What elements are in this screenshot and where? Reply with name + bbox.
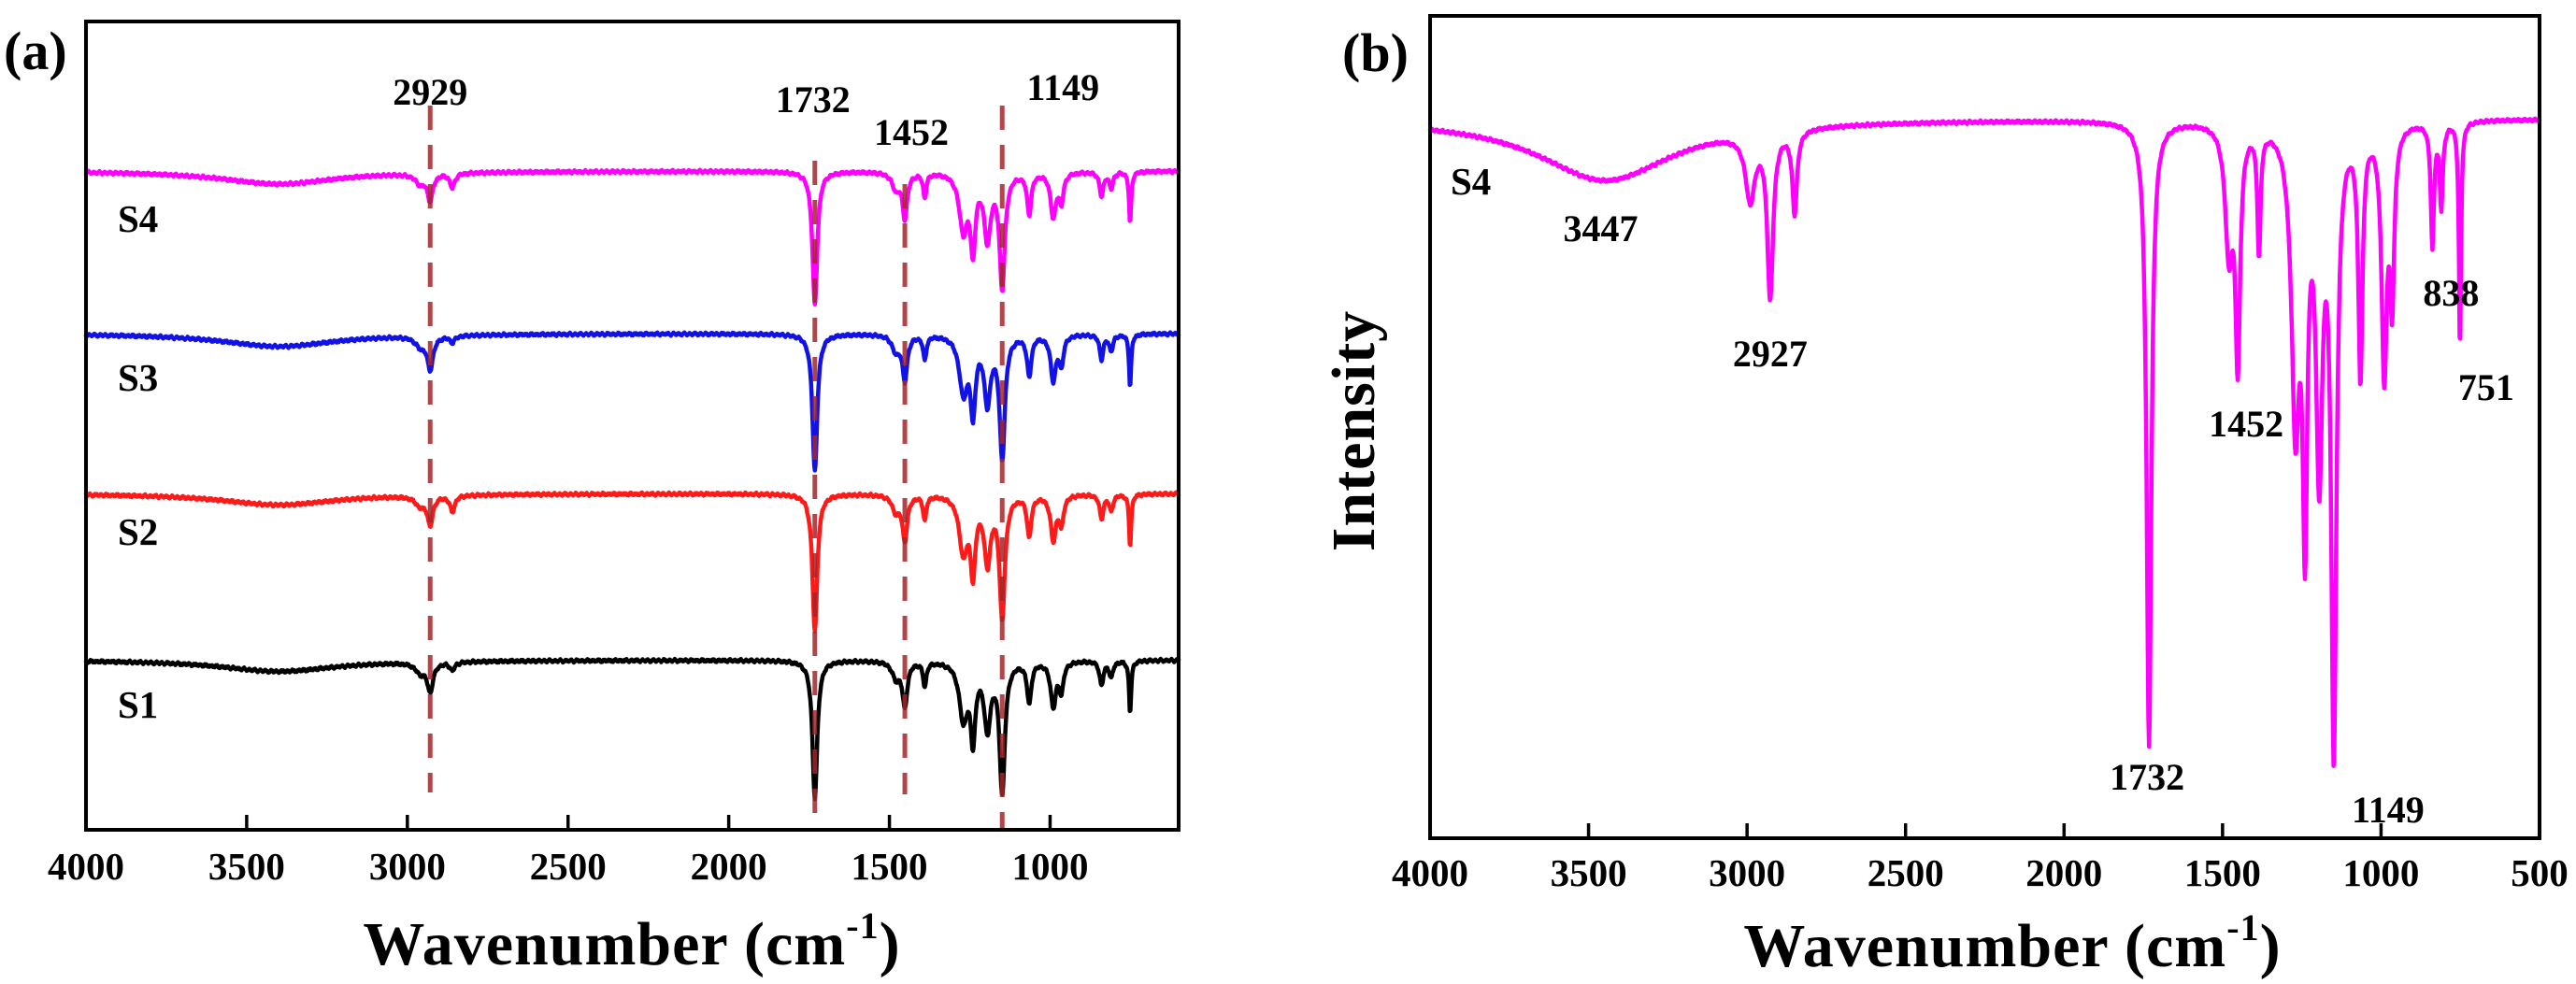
spectrum-line-s4	[1427, 116, 2542, 768]
b-x-axis-title-sup: -1	[2226, 906, 2259, 948]
peak-label-751: 751	[2458, 366, 2514, 408]
reference-label-1149: 1149	[1026, 66, 1099, 108]
x-tick-label-4000: 4000	[48, 845, 124, 888]
x-tick-label-2000: 2000	[2025, 851, 2102, 894]
x-tick-label-3000: 3000	[369, 845, 446, 888]
x-tick-label-1500: 1500	[2184, 851, 2261, 894]
b-x-axis-title-main: Wavenumber (cm	[1743, 912, 2226, 980]
reference-label-1732: 1732	[776, 78, 851, 121]
x-tick-label-2500: 2500	[1868, 851, 1944, 894]
spectrum-line-s2	[83, 490, 1181, 634]
reference-label-1452: 1452	[874, 111, 949, 153]
a-x-axis-title-suffix: )	[880, 910, 901, 978]
panel-a: (a) 4000 3500 3000 2500 2000 1500 1000 S4S3S2S…	[4, 20, 1181, 978]
panel-b: (b) 4000 3500 3000 2500 2000 1500 1000 500 S4 34…	[1320, 14, 2569, 980]
a-series-group	[83, 167, 1181, 802]
b-x-axis-title-suffix: )	[2260, 912, 2282, 980]
x-tick-label-1500: 1500	[852, 845, 928, 888]
a-reference-lines	[427, 106, 1005, 830]
peak-label-1149: 1149	[2352, 789, 2425, 831]
series-label-s1: S1	[118, 683, 158, 726]
x-tick-label-500: 500	[2511, 851, 2569, 894]
a-labels: S4 S3 S2 S1 2929 1732 1452 1149	[118, 66, 1099, 726]
x-tick-label-2000: 2000	[691, 845, 767, 888]
peak-label-838: 838	[2423, 272, 2479, 314]
a-x-axis-title: Wavenumber (cm-1)	[363, 905, 900, 978]
b-x-ticks: 4000 3500 3000 2500 2000 1500 1000 500	[1392, 823, 2569, 894]
spectrum-line-s3	[83, 330, 1181, 473]
x-tick-label-3500: 3500	[1551, 851, 1627, 894]
a-x-axis-title-sup: -1	[846, 905, 879, 947]
x-tick-label-1000: 1000	[1011, 845, 1088, 888]
spectrum-line-s1	[83, 656, 1181, 802]
a-plot-frame	[84, 20, 1181, 832]
series-label-s3: S3	[118, 356, 158, 399]
series-label-s4: S4	[1451, 160, 1491, 203]
b-plot-frame	[1428, 14, 2541, 840]
peak-label-2927: 2927	[1733, 333, 1808, 375]
reference-label-2929: 2929	[393, 71, 467, 113]
peak-label-3447: 3447	[1564, 207, 1639, 250]
a-x-axis-title-main: Wavenumber (cm	[363, 910, 846, 978]
b-labels: S4 3447 2927 1732 1452 1149 838 751	[1451, 160, 2514, 831]
x-tick-label-2500: 2500	[530, 845, 607, 888]
series-label-s2: S2	[118, 510, 158, 553]
peak-label-1452: 1452	[2209, 403, 2283, 445]
x-tick-label-3000: 3000	[1709, 851, 1785, 894]
series-label-s4: S4	[118, 197, 158, 240]
b-y-axis-title: Intensity	[1320, 310, 1388, 551]
b-x-axis-title: Wavenumber (cm-1)	[1743, 906, 2281, 980]
x-tick-label-3500: 3500	[208, 845, 285, 888]
b-series-group	[1427, 116, 2542, 768]
peak-label-1732: 1732	[2110, 756, 2184, 798]
panel-label-b: (b)	[1342, 22, 1409, 83]
a-x-ticks: 4000 3500 3000 2500 2000 1500 1000	[48, 815, 1088, 888]
panel-label-a: (a)	[4, 21, 67, 81]
x-tick-label-4000: 4000	[1392, 851, 1468, 894]
x-tick-label-1000: 1000	[2342, 851, 2419, 894]
spectrum-line-s4	[83, 167, 1181, 307]
